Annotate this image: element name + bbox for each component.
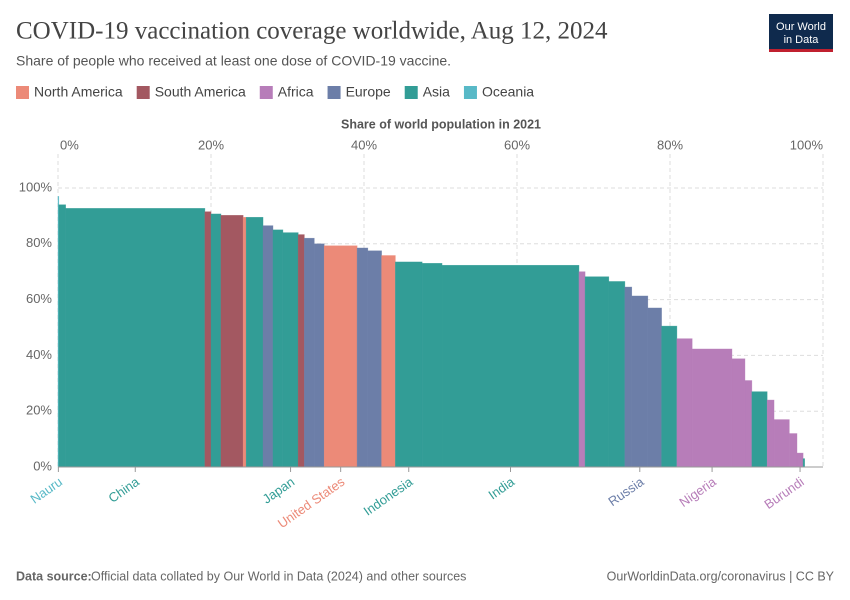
bar — [441, 264, 580, 468]
bar — [766, 399, 775, 468]
bar — [381, 255, 396, 468]
legend-swatch — [327, 86, 341, 99]
bar — [272, 229, 284, 468]
bar — [578, 271, 586, 468]
bar — [282, 232, 299, 468]
bar — [676, 338, 693, 468]
y-tick-label: 80% — [26, 235, 52, 250]
y-tick-label: 40% — [26, 347, 52, 362]
logo-box[interactable] — [769, 14, 833, 52]
x-category-label: Nigeria — [676, 474, 719, 510]
bar — [323, 245, 358, 468]
bar — [584, 276, 610, 468]
bar — [789, 433, 798, 468]
x-tick-label: 40% — [351, 137, 377, 152]
x-category-label: Indonesia — [361, 474, 416, 519]
bar — [395, 261, 423, 468]
y-tick-label: 20% — [26, 403, 52, 418]
legend-swatch — [404, 86, 418, 99]
bar — [367, 250, 382, 468]
bar — [204, 211, 212, 468]
x-tick-label: 20% — [198, 137, 224, 152]
legend-label: Africa — [278, 84, 314, 100]
source-label: Data source: — [16, 569, 92, 583]
logo-text: Our World — [776, 21, 826, 33]
y-tick-label: 100% — [19, 179, 53, 194]
credit[interactable]: OurWorldinData.org/coronavirus | CC BY — [607, 569, 835, 583]
bar — [661, 325, 678, 468]
chart-title: COVID-19 vaccination coverage worldwide,… — [16, 18, 608, 45]
legend-swatch — [463, 86, 477, 99]
x-category-label: Japan — [260, 474, 298, 507]
bar — [744, 380, 753, 468]
x-tick-label: 0% — [60, 137, 79, 152]
source: Official data collated by Our World in D… — [91, 569, 466, 583]
x-tick-label: 100% — [790, 137, 824, 152]
x-tick-label: 80% — [657, 137, 683, 152]
bar — [58, 204, 66, 468]
legend-label: South America — [155, 84, 246, 100]
bar — [421, 263, 443, 468]
bar — [631, 295, 649, 468]
y-tick-label: 60% — [26, 291, 52, 306]
legend-label: Europe — [346, 84, 391, 100]
bar — [796, 452, 804, 468]
legend-label: Asia — [423, 84, 450, 100]
bar — [262, 225, 274, 468]
bar — [304, 237, 315, 468]
x-category-label: India — [485, 474, 517, 503]
legend-label: North America — [34, 84, 123, 100]
bar — [245, 216, 264, 468]
chart-subtitle: Share of people who received at least on… — [16, 53, 451, 69]
bar — [802, 458, 805, 468]
bar — [313, 243, 325, 468]
y-tick-label: 0% — [33, 458, 52, 473]
bar — [65, 208, 206, 468]
legend-swatch — [16, 86, 29, 99]
logo-bar — [769, 49, 833, 52]
bar — [691, 348, 733, 468]
bar — [624, 286, 633, 468]
bar — [608, 281, 626, 468]
bar — [356, 247, 369, 468]
bar — [731, 358, 746, 468]
x-axis-title: Share of world population in 2021 — [341, 117, 541, 131]
x-tick-label: 60% — [504, 137, 530, 152]
legend-label: Oceania — [482, 84, 534, 100]
legend-swatch — [259, 86, 273, 99]
x-category-label: Russia — [605, 474, 647, 510]
legend-swatch — [136, 86, 150, 99]
bar — [773, 419, 790, 468]
x-category-label: China — [106, 474, 143, 506]
bar — [220, 215, 244, 468]
bar — [210, 213, 222, 468]
logo-text: in Data — [784, 34, 820, 46]
bar — [297, 234, 305, 468]
x-category-label: Burundi — [761, 474, 806, 512]
bar — [242, 216, 247, 468]
bar — [647, 307, 662, 468]
x-category-label: Nauru — [27, 474, 65, 507]
bar — [751, 391, 768, 468]
